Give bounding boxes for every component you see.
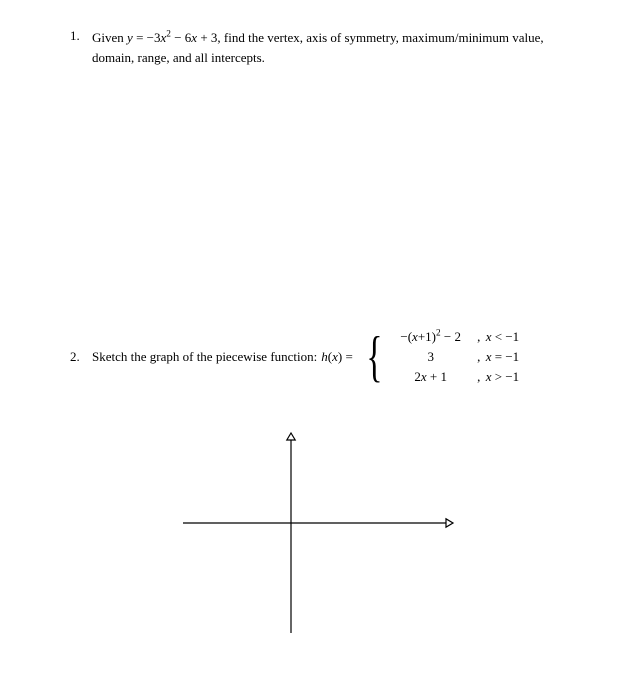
blank-axes — [173, 423, 463, 643]
piece-1-expr: 3 — [390, 349, 472, 365]
problem-1-prefix: Given — [92, 30, 127, 45]
piece-2-cond: x > −1 — [486, 369, 536, 385]
problem-2-body: Sketch the graph of the piecewise functi… — [92, 327, 536, 387]
problem-2-prefix: Sketch the graph of the piecewise functi… — [92, 349, 317, 365]
piece-2-sep: , — [472, 369, 486, 385]
piece-2-expr: 2x + 1 — [390, 369, 472, 385]
problem-1-body: Given y = −3x2 − 6x + 3, find the vertex… — [92, 28, 566, 67]
problem-1-suffix2: domain, range, and all intercepts. — [92, 50, 265, 65]
piecewise-brace: { — [366, 327, 382, 387]
piece-1-sep: , — [472, 349, 486, 365]
piecewise-row-1: 3 , x = −1 — [390, 347, 536, 367]
piece-1-cond: x = −1 — [486, 349, 536, 365]
piecewise-row-0: −(x+1)2 − 2 , x < −1 — [390, 327, 536, 347]
problem-2-number: 2. — [70, 349, 92, 365]
problem-1: 1. Given y = −3x2 − 6x + 3, find the ver… — [70, 28, 566, 67]
axes-container — [70, 423, 566, 643]
problem-2-lhs: h(x) = — [321, 349, 353, 365]
problem-1-number: 1. — [70, 28, 92, 44]
problem-1-suffix1: , find the vertex, axis of symmetry, max… — [217, 30, 543, 45]
piecewise-rows: −(x+1)2 − 2 , x < −1 3 , x = −1 2x + 1 ,… — [390, 327, 536, 387]
piece-0-sep: , — [472, 329, 486, 345]
piece-0-cond: x < −1 — [486, 329, 536, 345]
piece-0-expr: −(x+1)2 − 2 — [390, 329, 472, 345]
piecewise-row-2: 2x + 1 , x > −1 — [390, 367, 536, 387]
problem-2: 2. Sketch the graph of the piecewise fun… — [70, 327, 566, 387]
problem-1-equation: y = −3x2 − 6x + 3 — [127, 30, 217, 45]
piecewise-function: { −(x+1)2 − 2 , x < −1 3 , x = −1 2x + 1 — [361, 327, 536, 387]
